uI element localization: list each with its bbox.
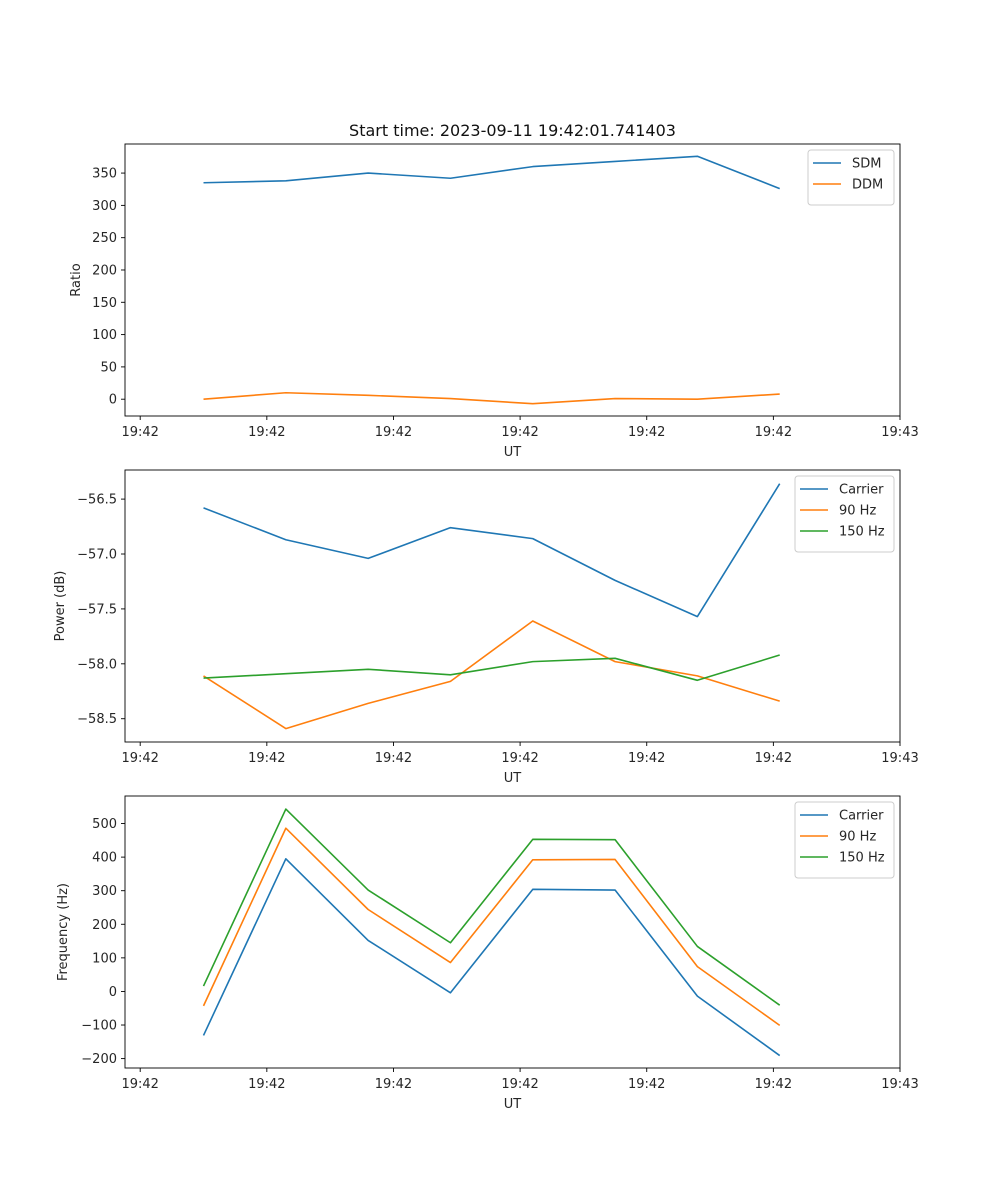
legend-label: 150 Hz (839, 525, 885, 540)
y-tick-label: 200 (92, 263, 117, 278)
x-tick-label: 19:42 (628, 751, 665, 766)
series-line-carrier (202, 857, 781, 1057)
y-tick-label: 400 (92, 851, 117, 866)
legend-box (794, 801, 895, 879)
legend: Carrier 90 Hz 150 Hz (794, 475, 895, 553)
x-axis-label: UT (504, 1097, 522, 1112)
x-tick-label: 19:42 (121, 425, 158, 440)
y-tick-label: −200 (81, 1052, 117, 1067)
y-tick-label: 100 (92, 951, 117, 966)
axes-frame (124, 795, 901, 1069)
legend-label: 150 Hz (839, 851, 885, 866)
panels: 19:42 19:42 19:42 19:42 19:42 19:42 19:43 0 50 10… (53, 143, 919, 1112)
x-tick-label: 19:42 (628, 425, 665, 440)
y-tick-label: 50 (100, 360, 117, 375)
x-tick-label: 19:42 (501, 425, 538, 440)
series-line-ddm (203, 391, 780, 405)
x-axis-label: UT (504, 445, 522, 460)
x-tick-label: 19:42 (755, 751, 792, 766)
y-axis-label: Ratio (69, 263, 84, 296)
y-tick-label: −100 (81, 1019, 117, 1034)
y-tick-label: 0 (109, 985, 117, 1000)
series-line-150-hz (203, 654, 780, 682)
y-tick-label: −58.5 (77, 712, 117, 727)
y-tick-label: −57.5 (77, 602, 117, 617)
legend-label: DDM (852, 178, 883, 193)
y-tick-label: −57.0 (77, 548, 117, 563)
x-axis-label: UT (504, 771, 522, 786)
x-tick-label: 19:42 (375, 751, 412, 766)
x-tick-label: 19:43 (881, 751, 918, 766)
x-tick-label: 19:43 (881, 425, 918, 440)
x-tick-label: 19:42 (248, 1077, 285, 1092)
legend-label: SDM (852, 157, 881, 172)
y-tick-label: 0 (109, 393, 117, 408)
y-tick-label: −56.5 (77, 493, 117, 508)
x-tick-label: 19:42 (121, 1077, 158, 1092)
chart-panel-3: 19:42 19:42 19:42 19:42 19:42 19:42 19:43 −200 −… (56, 795, 919, 1112)
y-axis-label: Power (dB) (53, 571, 68, 642)
x-tick-label: 19:42 (375, 425, 412, 440)
x-tick-label: 19:42 (248, 751, 285, 766)
y-tick-label: 500 (92, 817, 117, 832)
x-tick-label: 19:42 (628, 1077, 665, 1092)
legend-label: Carrier (839, 483, 884, 498)
y-tick-label: 300 (92, 199, 117, 214)
y-tick-label: 200 (92, 918, 117, 933)
legend-box (794, 475, 895, 553)
legend: SDM DDM (807, 149, 895, 206)
series-line-sdm (203, 155, 780, 190)
legend-label: 90 Hz (839, 504, 876, 519)
chart-panel-1: 19:42 19:42 19:42 19:42 19:42 19:42 19:43 0 50 10… (69, 143, 919, 460)
y-tick-label: 250 (92, 231, 117, 246)
figure-title: Start time: 2023-09-11 19:42:01.741403 (349, 121, 676, 140)
legend-label: Carrier (839, 809, 884, 824)
x-tick-label: 19:42 (755, 425, 792, 440)
y-tick-label: 300 (92, 884, 117, 899)
y-tick-label: 150 (92, 296, 117, 311)
chart-panel-2: 19:42 19:42 19:42 19:42 19:42 19:42 19:43 −56.5… (53, 469, 919, 786)
y-axis-label: Frequency (Hz) (56, 883, 71, 981)
series-line-150-hz (202, 808, 781, 1006)
x-tick-label: 19:43 (881, 1077, 918, 1092)
axes-frame (124, 143, 901, 417)
x-tick-label: 19:42 (248, 425, 285, 440)
x-tick-label: 19:42 (755, 1077, 792, 1092)
series-line-90-hz (203, 620, 780, 730)
legend: Carrier 90 Hz 150 Hz (794, 801, 895, 879)
x-tick-label: 19:42 (375, 1077, 412, 1092)
series-line-90-hz (202, 827, 781, 1027)
y-tick-label: −58.0 (77, 657, 117, 672)
y-tick-label: 100 (92, 328, 117, 343)
legend-label: 90 Hz (839, 830, 876, 845)
series-line-carrier (203, 483, 781, 618)
x-tick-label: 19:42 (501, 1077, 538, 1092)
axes-frame (124, 469, 901, 743)
x-tick-label: 19:42 (121, 751, 158, 766)
y-tick-label: 350 (92, 167, 117, 182)
x-tick-label: 19:42 (501, 751, 538, 766)
